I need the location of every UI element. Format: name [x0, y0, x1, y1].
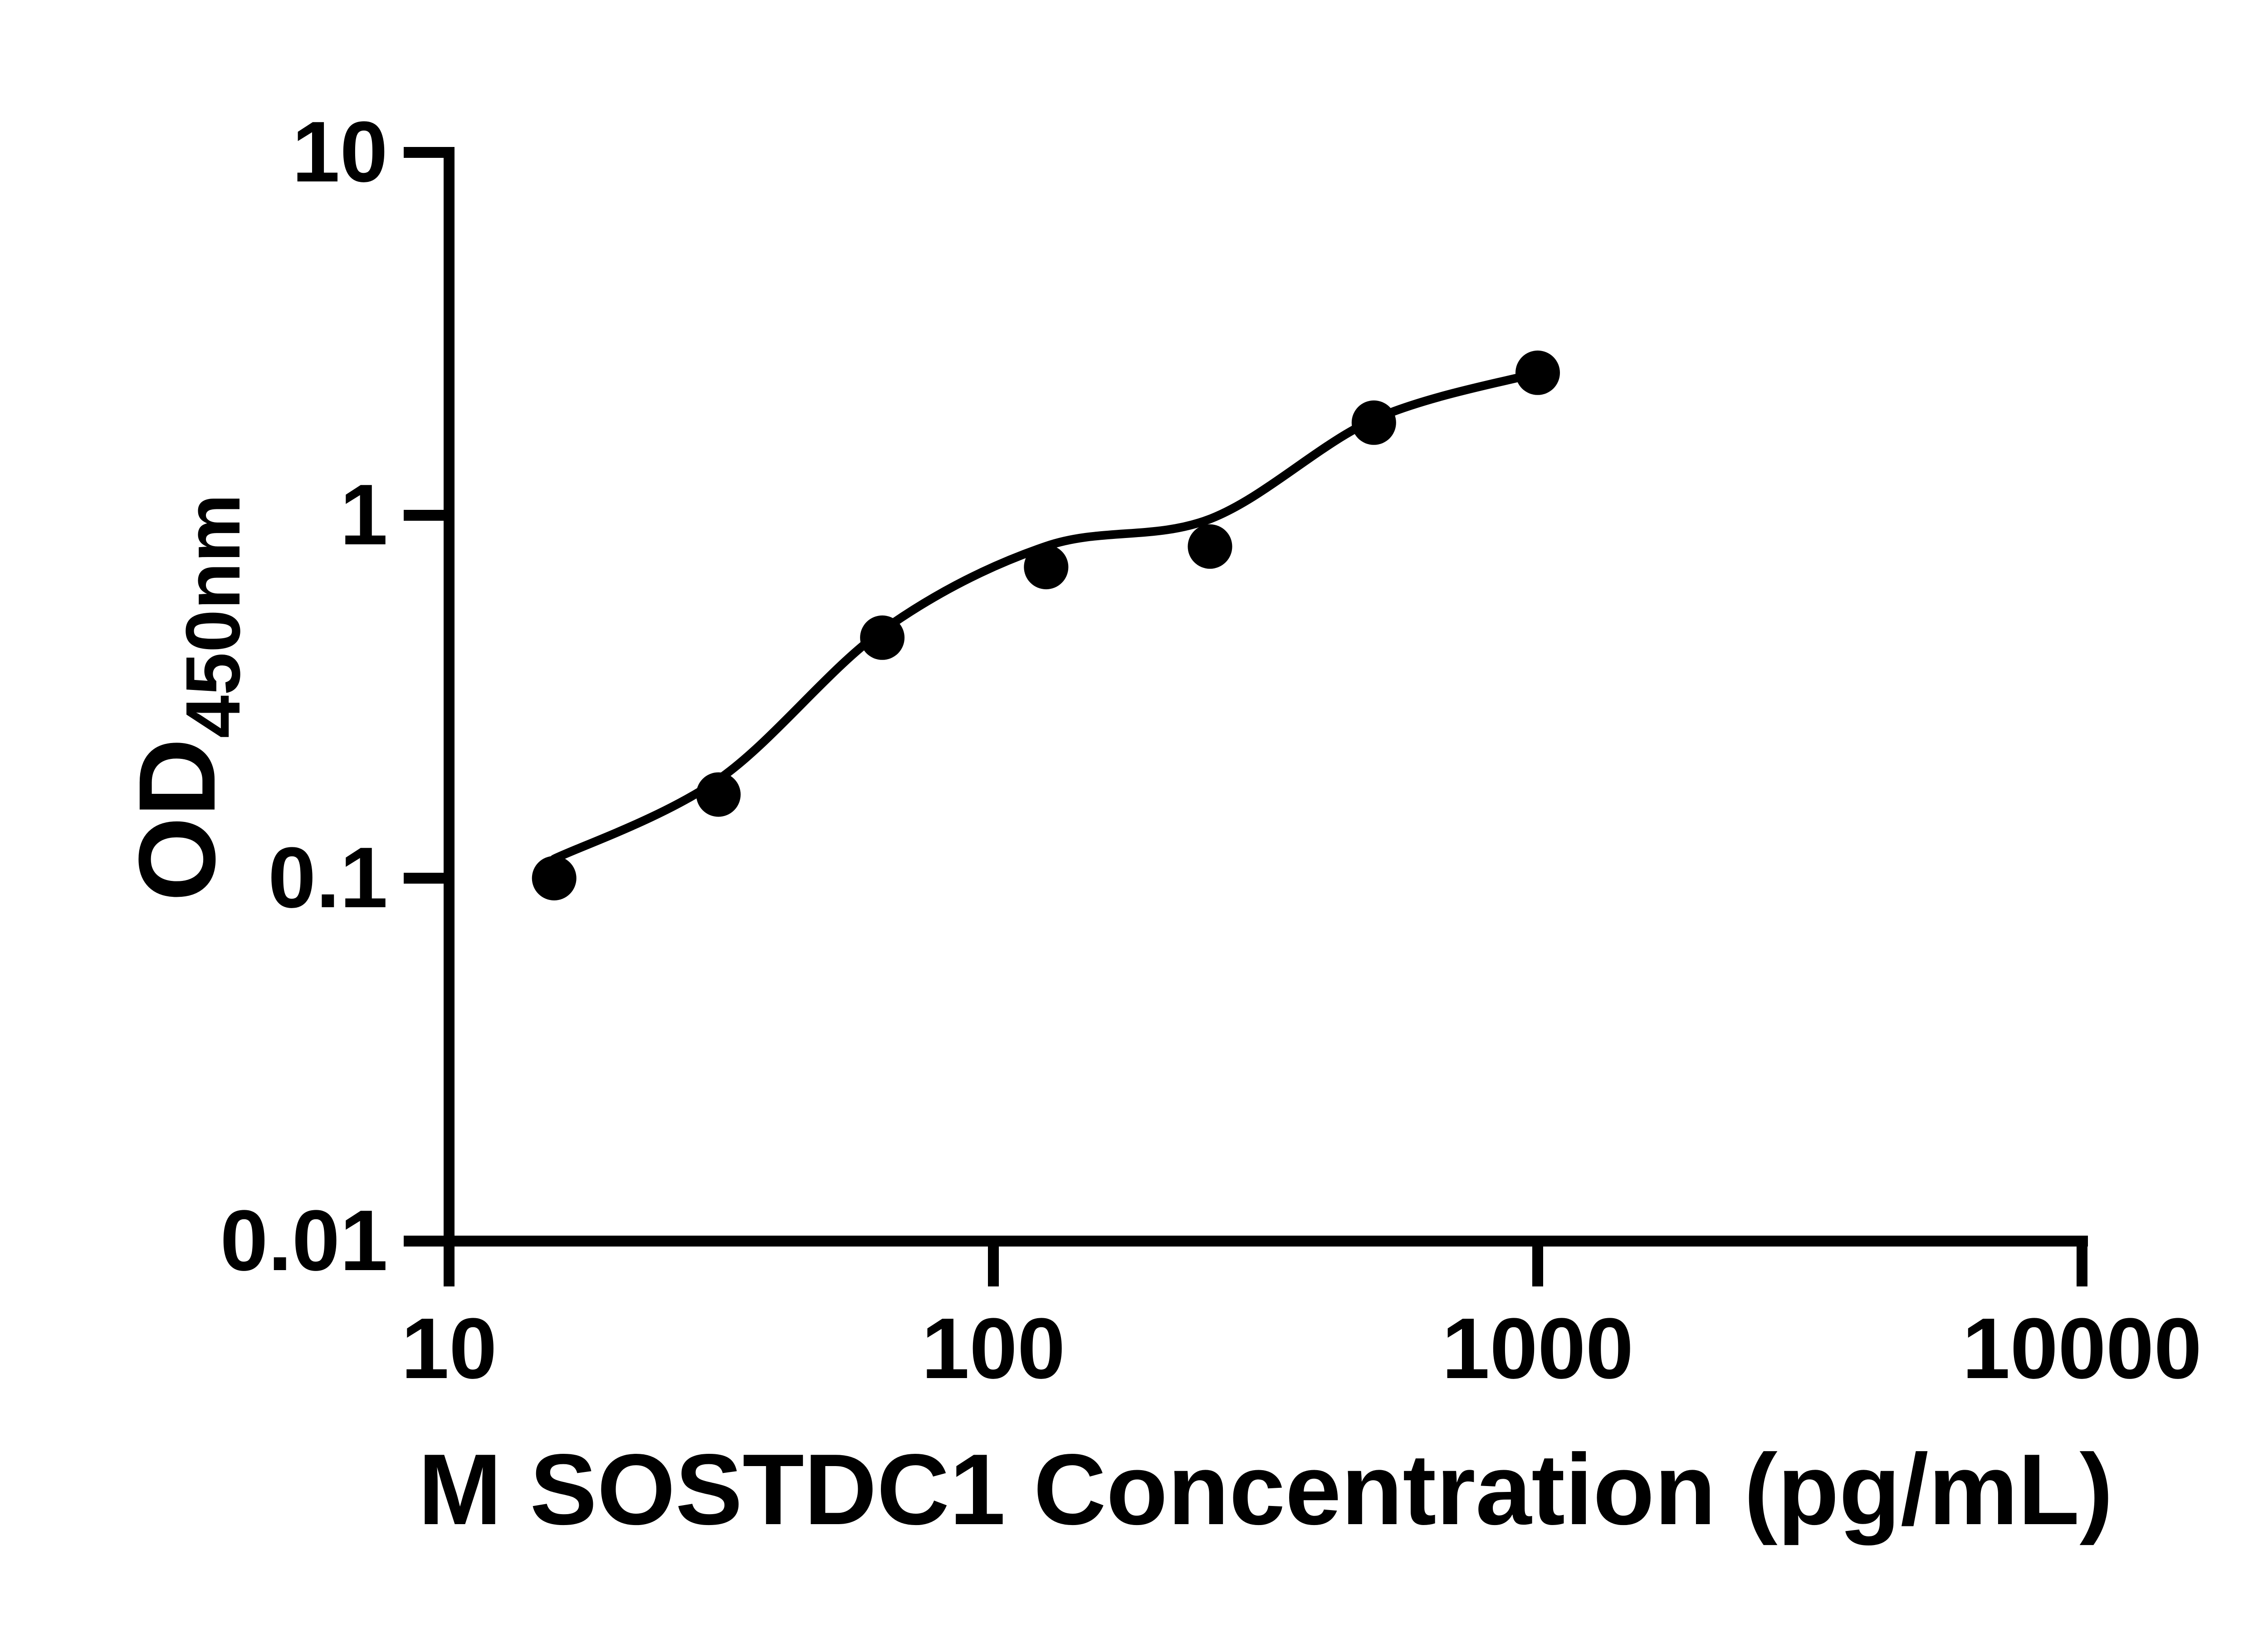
data-point — [1024, 545, 1069, 590]
data-point — [696, 772, 741, 817]
y-axis-ticks — [404, 147, 455, 1247]
x-tick-label-10: 10 — [401, 1301, 497, 1397]
y-tick-label-0-1: 0.1 — [268, 830, 388, 926]
x-tick-label-10000: 10000 — [1962, 1301, 2202, 1397]
data-point — [1515, 350, 1560, 395]
data-point — [1351, 400, 1396, 445]
x-tick-label-100: 100 — [921, 1301, 1066, 1397]
data-point — [860, 615, 905, 660]
x-tick-label-1000: 1000 — [1442, 1301, 1634, 1397]
x-axis-ticks — [444, 1241, 2087, 1286]
y-tick-label-1: 1 — [340, 467, 388, 563]
data-points — [532, 350, 1560, 900]
y-axis-title: OD450nm — [113, 494, 277, 902]
y-axis-title-subscript: 450nm — [170, 494, 256, 738]
x-axis-title: M SOSTDC1 Concentration (pg/mL) — [418, 1433, 2113, 1546]
y-axis-title-main: OD — [116, 738, 238, 902]
y-tick-label-0-01: 0.01 — [220, 1193, 388, 1289]
data-point — [532, 856, 577, 900]
y-tick-label-10: 10 — [292, 104, 388, 200]
axes — [444, 147, 2088, 1247]
data-point — [1188, 524, 1232, 569]
